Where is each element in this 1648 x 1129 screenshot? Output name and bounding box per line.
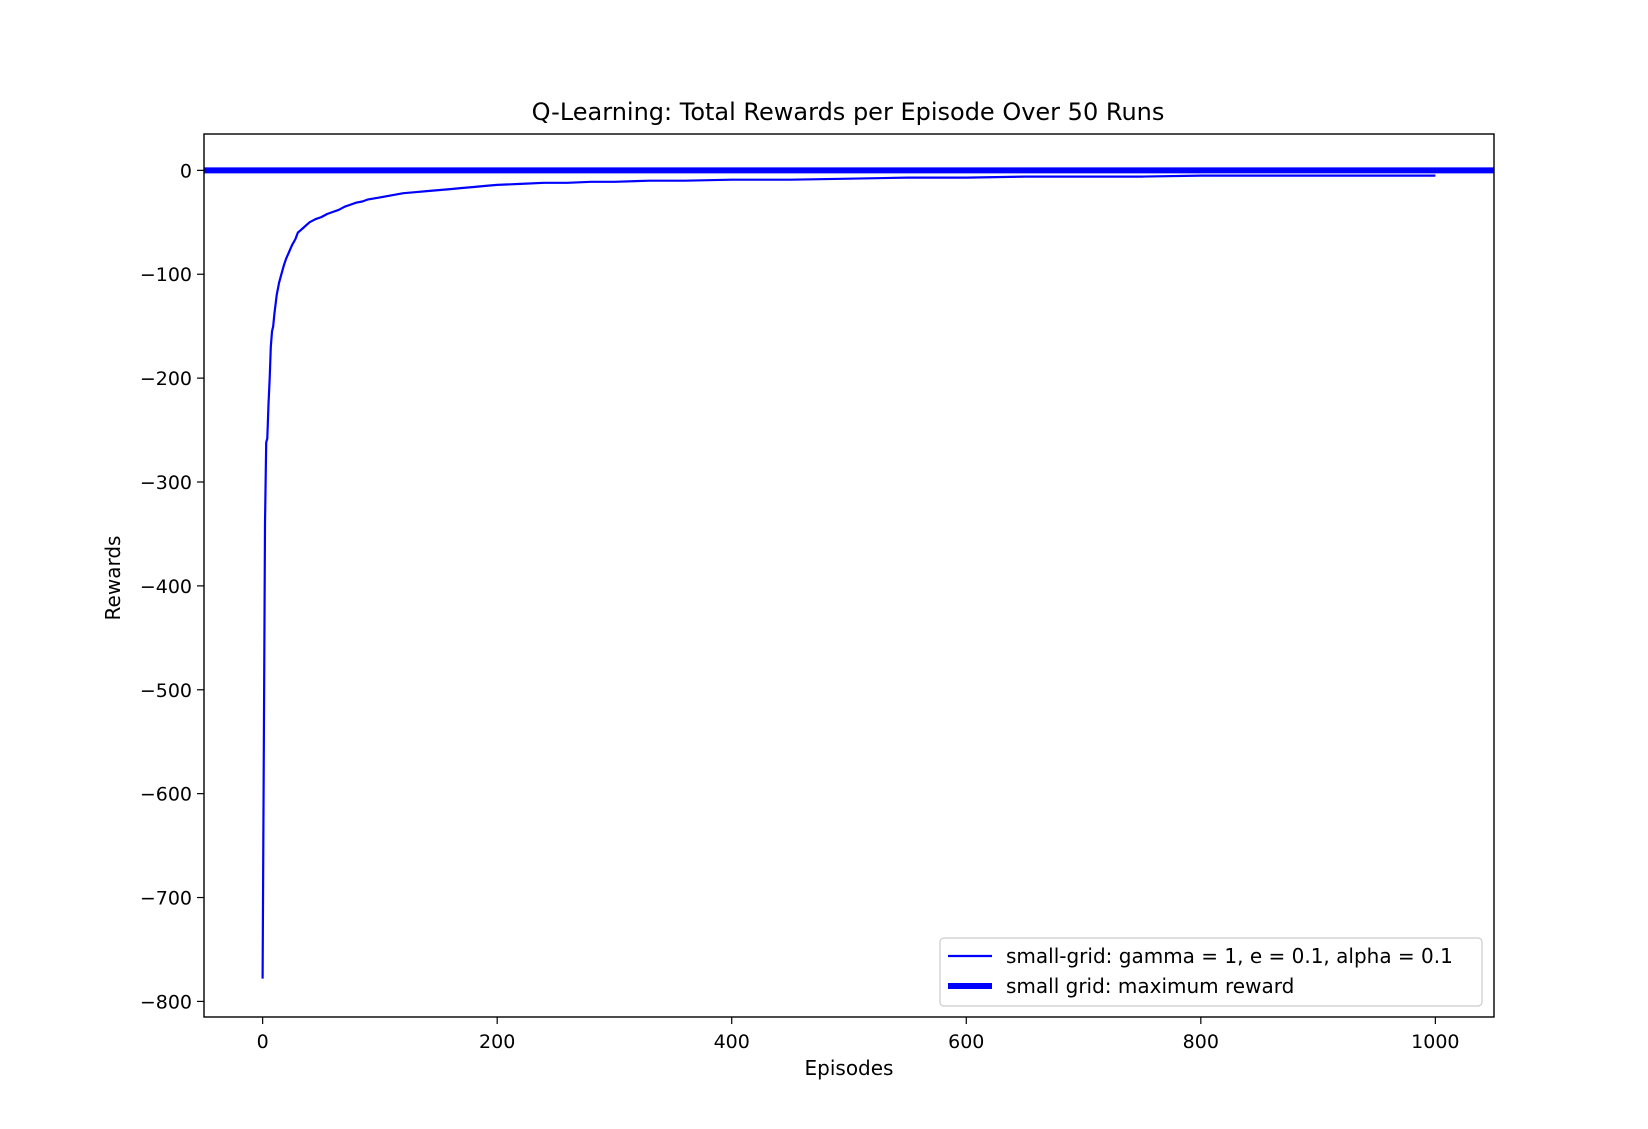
- x-tick-label: 400: [714, 1031, 750, 1053]
- x-axis-label: Episodes: [805, 1056, 894, 1080]
- chart-title: Q-Learning: Total Rewards per Episode Ov…: [532, 98, 1165, 126]
- x-axis: 0 200 400 600 800 1000: [257, 1017, 1460, 1053]
- x-tick-label: 600: [948, 1031, 984, 1053]
- y-tick-label: −800: [140, 991, 192, 1013]
- legend: small-grid: gamma = 1, e = 0.1, alpha = …: [939, 937, 1483, 1007]
- y-tick-label: −500: [140, 680, 192, 702]
- x-tick-label: 0: [257, 1031, 269, 1053]
- series-line-learning: [261, 174, 1436, 979]
- y-tick-label: −200: [140, 368, 192, 390]
- series-layer: [204, 167, 1494, 979]
- y-tick-label: −400: [140, 576, 192, 598]
- legend-label-learning: small-grid: gamma = 1, e = 0.1, alpha = …: [1006, 944, 1453, 968]
- y-tick-label: 0: [180, 160, 192, 182]
- x-tick-label: 200: [479, 1031, 515, 1053]
- x-tick-label: 800: [1183, 1031, 1219, 1053]
- y-tick-label: −600: [140, 784, 192, 806]
- legend-box: [939, 937, 1483, 1007]
- x-tick-label: 1000: [1411, 1031, 1459, 1053]
- y-tick-label: −100: [140, 264, 192, 286]
- y-axis: 0 −100 −200 −300 −400 −500 −600 −700 −800: [140, 160, 204, 1013]
- y-tick-label: −700: [140, 888, 192, 910]
- legend-label-max: small grid: maximum reward: [1006, 974, 1294, 998]
- plot-frame: [203, 133, 1495, 1018]
- plot-area: [203, 133, 1495, 1018]
- y-tick-label: −300: [140, 472, 192, 494]
- y-axis-label: Rewards: [101, 536, 125, 621]
